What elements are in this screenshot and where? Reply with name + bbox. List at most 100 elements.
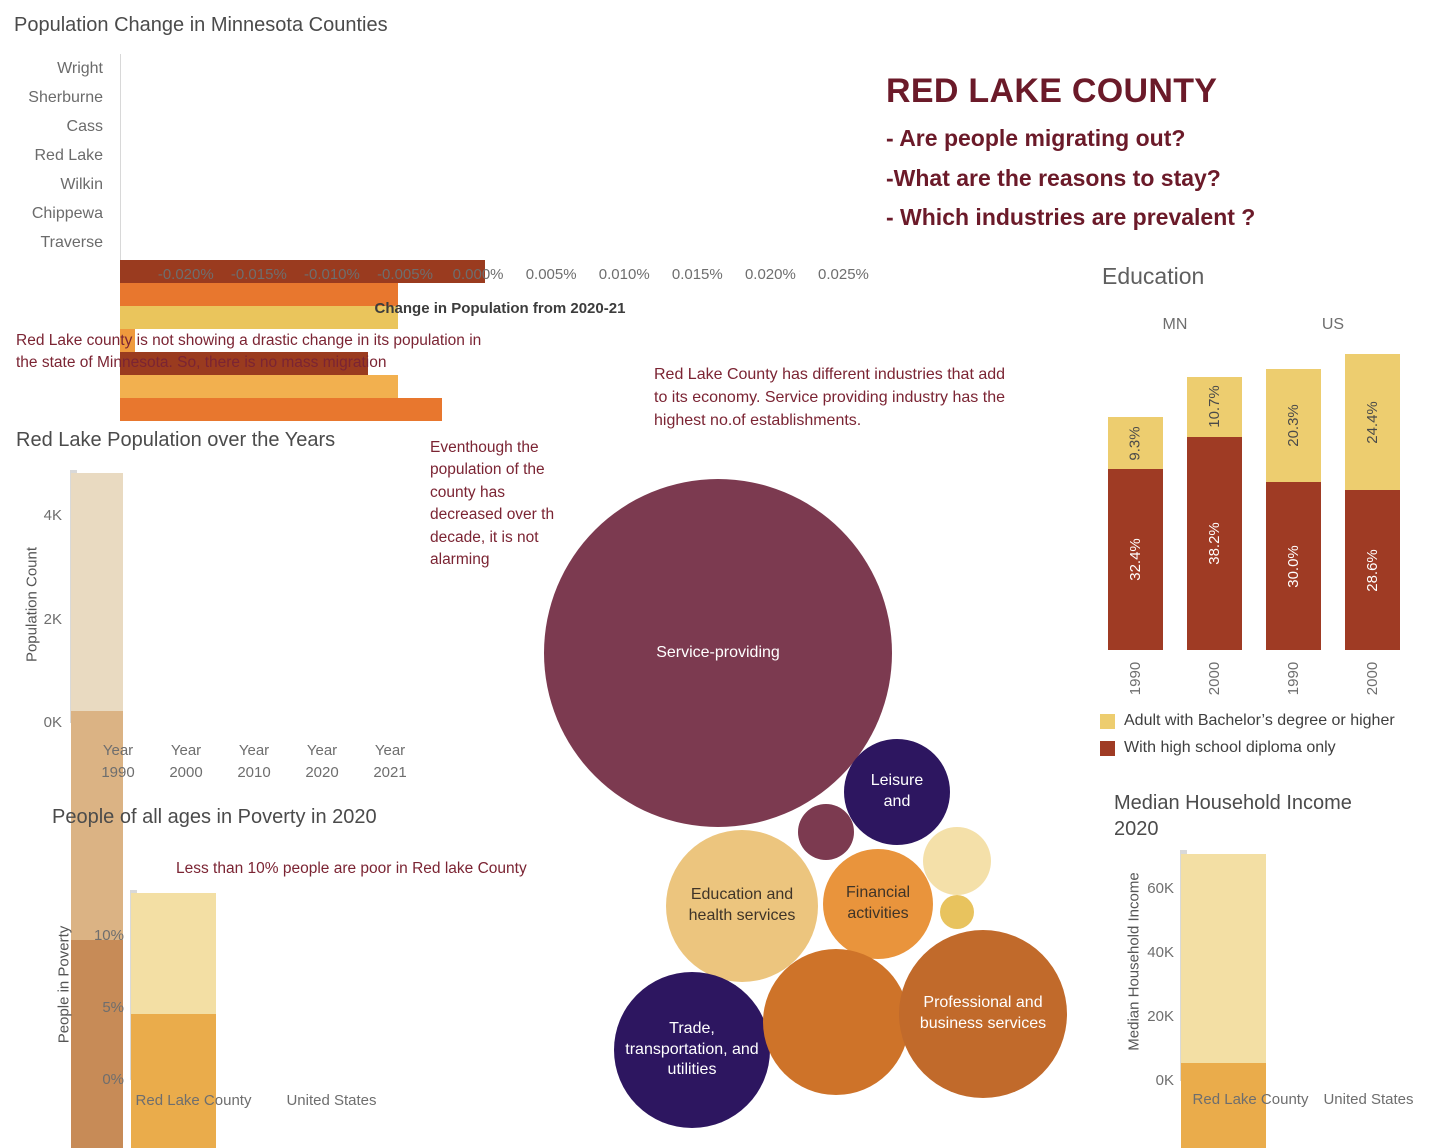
x-category-label: Red Lake County <box>135 1092 252 1109</box>
segment-value-label: 20.3% <box>1284 404 1302 448</box>
y-tick-label: 4K <box>43 507 62 525</box>
y-tick-label: 10% <box>93 927 124 945</box>
bubble-label: Professional and business services <box>919 994 1047 1032</box>
x-tick-label: -0.015% <box>230 266 287 283</box>
x-tick-label: 0.025% <box>818 266 869 283</box>
y-tick-label: 2K <box>43 610 62 628</box>
header-question-industries: - Which industries are prevalent ? <box>886 204 1256 231</box>
poverty-annotation: Less than 10% people are poor in Red lak… <box>176 860 527 877</box>
income-bar[interactable] <box>1181 854 1266 1063</box>
highschool-diploma-segment[interactable]: 28.6% <box>1345 490 1400 650</box>
industry-bubble-unlabeled[interactable] <box>923 827 991 895</box>
y-tick-label: 0K <box>1155 1072 1174 1089</box>
bachelor-degree-segment[interactable]: 9.3% <box>1108 417 1163 470</box>
income-chart-title: Median Household Income 2020 <box>1114 792 1352 840</box>
x-category-label: Red Lake County <box>1192 1091 1309 1108</box>
population-trend-annotation: Eventhough the population of the county … <box>430 439 555 569</box>
income-plot <box>1180 850 1430 1148</box>
x-category-label: Year 2000 <box>169 742 203 781</box>
y-tick-mark <box>1181 853 1187 854</box>
poverty-plot <box>130 890 420 1148</box>
segment-value-label: 9.3% <box>1126 425 1144 461</box>
population-chart-title: Red Lake Population over the Years <box>16 429 336 451</box>
bubble-label: Service-providing <box>656 643 780 661</box>
zero-axis-line <box>120 54 121 260</box>
highschool-diploma-segment[interactable]: 38.2% <box>1187 436 1242 650</box>
population-bar[interactable] <box>71 473 123 711</box>
segment-value-label: 24.4% <box>1363 400 1381 444</box>
year-tick-label: 1990 <box>1108 654 1163 702</box>
x-category-label: Year 2010 <box>237 742 271 781</box>
poverty-y-axis: 0% 5% 10% <box>84 890 124 1088</box>
x-tick-label: 0.015% <box>671 266 723 283</box>
industry-bubble[interactable]: Trade, transportation, and utilities <box>614 972 770 1128</box>
industry-bubble-unlabeled[interactable] <box>763 949 909 1095</box>
y-tick-label: 0K <box>43 714 62 731</box>
legend-label: With high school diploma only <box>1124 739 1336 756</box>
county-change-bar[interactable] <box>120 398 442 421</box>
bubble-label: Education and health services <box>688 886 796 924</box>
education-plot: 32.4% 9.3% 38.2% 10.7% 30.0% 20.3% 28.6% 24.4% <box>1100 340 1420 650</box>
pop-change-x-axis-title: Change in Population from 2020-21 <box>374 300 626 317</box>
county-change-bar[interactable] <box>120 283 398 306</box>
education-chart-title: Education <box>1102 263 1205 289</box>
industry-bubble-unlabeled[interactable] <box>940 895 974 929</box>
industry-bubble[interactable]: Financial activities <box>823 849 933 959</box>
poverty-bar[interactable] <box>131 1013 216 1148</box>
county-change-bar[interactable] <box>120 375 398 398</box>
county-label: Cass <box>66 118 103 135</box>
county-change-bar[interactable] <box>120 352 369 375</box>
legend-swatch <box>1100 740 1115 756</box>
pop-change-category-axis: Wright Sherburne Cass Red Lake Wilkin Chippew… <box>0 54 113 260</box>
pop-change-plot <box>120 54 880 421</box>
x-category-label: United States <box>1323 1091 1414 1108</box>
industry-bubble[interactable]: Education and health services <box>666 830 818 982</box>
highschool-diploma-segment[interactable]: 32.4% <box>1108 469 1163 650</box>
bubble-label: Financial activities <box>845 884 911 922</box>
poverty-chart-title: People of all ages in Poverty in 2020 <box>52 806 377 828</box>
y-tick-mark <box>71 472 77 473</box>
industries-annotation: Red Lake County has different industries… <box>654 366 1006 430</box>
education-group-label-us: US <box>1321 316 1345 333</box>
x-tick-label: 0.020% <box>744 266 796 283</box>
county-label: Traverse <box>40 234 103 251</box>
county-change-bar[interactable] <box>120 306 398 329</box>
dashboard-header: RED LAKE COUNTY - Are people migrating o… <box>886 72 1438 238</box>
county-label: Wilkin <box>60 176 103 193</box>
x-tick-label: -0.005% <box>377 266 433 283</box>
county-change-bar[interactable] <box>120 329 135 352</box>
x-tick-label: -0.010% <box>303 266 360 283</box>
year-tick-label: 1990 <box>1266 654 1321 702</box>
bachelor-degree-segment[interactable]: 24.4% <box>1345 353 1400 491</box>
industry-bubble[interactable]: Professional and business services <box>899 930 1067 1098</box>
year-tick-text: 1990 <box>1127 661 1144 695</box>
x-tick-label: 0.010% <box>598 266 650 283</box>
industry-bubble-unlabeled[interactable] <box>798 804 854 860</box>
bubble-label: Trade, transportation, and utilities <box>625 1019 759 1079</box>
header-question-migration: - Are people migrating out? <box>886 125 1186 151</box>
population-bar[interactable] <box>71 940 123 1148</box>
population-bar[interactable] <box>71 710 123 941</box>
pop-change-title: Population Change in Minnesota Counties <box>14 14 388 36</box>
education-legend: Adult with Bachelor’s degree or higher Wi… <box>1100 712 1448 766</box>
county-change-bar[interactable] <box>120 260 486 283</box>
segment-value-label: 30.0% <box>1284 544 1302 588</box>
income-bar[interactable] <box>1181 1062 1266 1148</box>
year-tick-label: 2000 <box>1187 654 1242 702</box>
highschool-diploma-segment[interactable]: 30.0% <box>1266 482 1321 650</box>
bachelor-degree-segment[interactable]: 10.7% <box>1187 376 1242 437</box>
bachelor-degree-segment[interactable]: 20.3% <box>1266 369 1321 483</box>
industry-bubble[interactable]: Service-providing <box>544 479 892 827</box>
income-y-axis: 0K 20K 40K 60K <box>1134 850 1174 1090</box>
y-tick-label: 20K <box>1147 1007 1174 1025</box>
income-x-axis: Red Lake County United States <box>1180 1089 1430 1145</box>
population-x-axis: Year 1990 Year 2000 Year 2010 Year 2020 Year… <box>70 740 430 792</box>
y-tick-label: 0% <box>102 1071 124 1088</box>
y-tick-mark <box>131 892 137 893</box>
county-label: Sherburne <box>28 89 103 106</box>
legend-item: With high school diploma only <box>1100 739 1448 757</box>
population-plot <box>70 470 430 1148</box>
industry-bubble[interactable]: Leisure and <box>844 739 950 845</box>
poverty-bar[interactable] <box>131 893 216 1014</box>
